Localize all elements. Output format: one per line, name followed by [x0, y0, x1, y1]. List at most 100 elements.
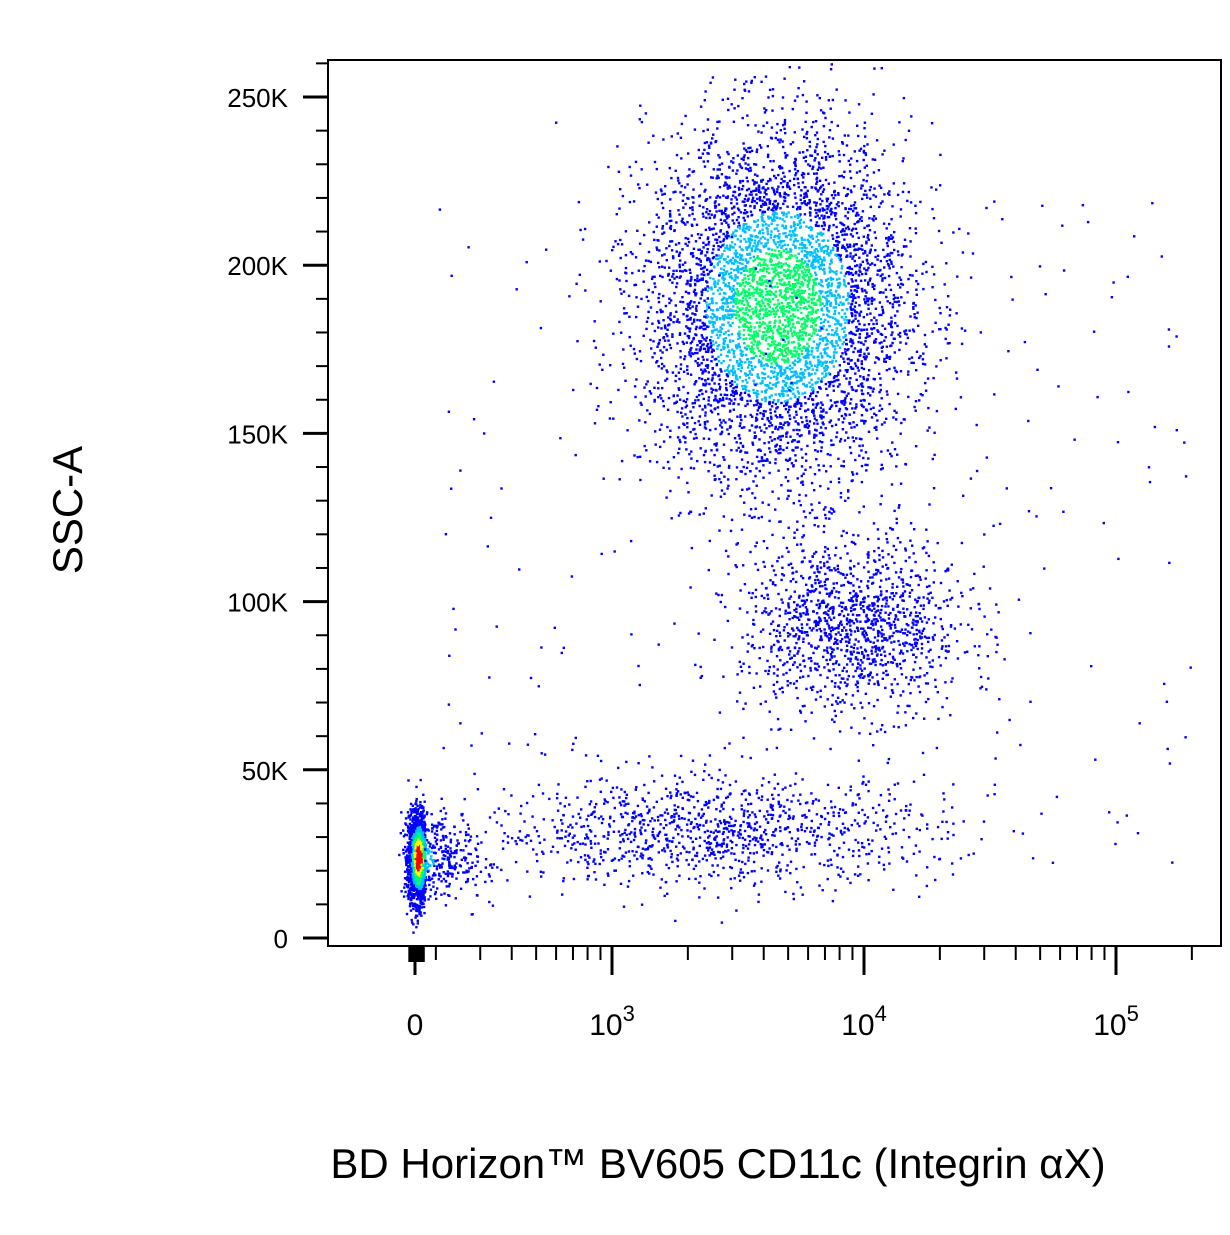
scatter-point	[673, 291, 676, 295]
scatter-point	[777, 262, 780, 266]
scatter-point	[932, 487, 936, 490]
scatter-point	[746, 381, 749, 384]
scatter-point	[417, 856, 420, 860]
scatter-point	[746, 261, 749, 265]
scatter-point	[821, 263, 824, 266]
scatter-point	[758, 309, 761, 312]
scatter-point	[805, 334, 808, 337]
scatter-point	[799, 243, 802, 246]
scatter-point	[704, 287, 707, 290]
scatter-point	[804, 364, 807, 367]
scatter-point	[720, 421, 723, 424]
scatter-point	[714, 341, 718, 344]
scatter-point	[768, 344, 772, 347]
scatter-point	[634, 160, 638, 164]
scatter-point	[427, 852, 430, 855]
scatter-point	[827, 315, 830, 318]
scatter-point	[930, 122, 934, 125]
scatter-point	[817, 161, 821, 164]
scatter-point	[757, 376, 760, 380]
scatter-point	[810, 234, 814, 237]
scatter-point	[687, 491, 690, 494]
scatter-point	[446, 849, 449, 853]
scatter-point	[421, 877, 424, 881]
scatter-point	[896, 250, 900, 253]
scatter-point	[699, 156, 702, 159]
scatter-point	[418, 851, 421, 855]
scatter-point	[794, 459, 798, 462]
scatter-point	[847, 496, 850, 500]
scatter-point	[706, 289, 709, 293]
scatter-point	[715, 177, 718, 180]
scatter-point	[689, 284, 692, 288]
scatter-point	[408, 854, 411, 857]
scatter-point	[449, 841, 452, 844]
scatter-point	[755, 148, 759, 151]
scatter-point	[757, 184, 761, 188]
scatter-point	[421, 866, 424, 869]
scatter-point	[620, 292, 623, 295]
scatter-point	[702, 397, 705, 401]
scatter-point	[822, 256, 826, 259]
scatter-point	[712, 248, 715, 251]
scatter-point	[773, 340, 777, 343]
scatter-point	[801, 420, 804, 424]
scatter-point	[419, 848, 423, 851]
scatter-point	[842, 153, 846, 157]
scatter-point	[679, 511, 682, 515]
scatter-point	[722, 323, 725, 327]
scatter-point	[413, 852, 416, 855]
scatter-point	[793, 183, 796, 187]
scatter-point	[830, 249, 833, 252]
scatter-point	[408, 870, 411, 874]
scatter-point	[413, 887, 416, 891]
scatter-point	[738, 358, 742, 361]
scatter-point	[705, 211, 708, 214]
scatter-point	[777, 325, 781, 328]
scatter-point	[897, 253, 900, 257]
scatter-point	[579, 228, 582, 232]
scatter-point	[737, 364, 740, 367]
scatter-point	[688, 214, 691, 217]
scatter-point	[417, 807, 420, 811]
scatter-point	[418, 877, 421, 881]
scatter-point	[827, 300, 831, 303]
scatter-point	[825, 411, 828, 414]
scatter-point	[829, 304, 832, 307]
scatter-point	[732, 305, 735, 308]
scatter-point	[817, 224, 820, 228]
scatter-point	[679, 356, 682, 359]
scatter-point	[734, 309, 737, 313]
scatter-point	[815, 394, 818, 398]
scatter-point	[696, 318, 699, 322]
scatter-point	[777, 261, 781, 264]
scatter-point	[462, 871, 465, 874]
scatter-point	[411, 838, 414, 842]
scatter-point	[900, 282, 903, 286]
scatter-point	[792, 224, 796, 228]
scatter-point	[887, 236, 891, 239]
scatter-point	[459, 830, 462, 834]
scatter-point	[609, 269, 612, 272]
scatter-point	[699, 346, 702, 349]
scatter-point	[668, 212, 672, 216]
scatter-point	[721, 244, 724, 247]
scatter-point	[768, 352, 772, 355]
scatter-point	[761, 417, 764, 420]
scatter-point	[878, 301, 882, 304]
scatter-point	[434, 890, 437, 894]
scatter-point	[815, 303, 818, 307]
scatter-point	[717, 244, 720, 248]
scatter-point	[422, 878, 426, 881]
scatter-point	[820, 354, 824, 358]
scatter-point	[411, 921, 414, 924]
scatter-point	[665, 259, 668, 262]
scatter-point	[411, 875, 415, 879]
scatter-point	[809, 272, 812, 276]
scatter-point	[639, 455, 642, 458]
scatter-point	[800, 301, 803, 304]
scatter-point	[421, 897, 424, 900]
scatter-point	[702, 512, 705, 515]
scatter-point	[776, 299, 780, 302]
scatter-point	[847, 362, 850, 365]
